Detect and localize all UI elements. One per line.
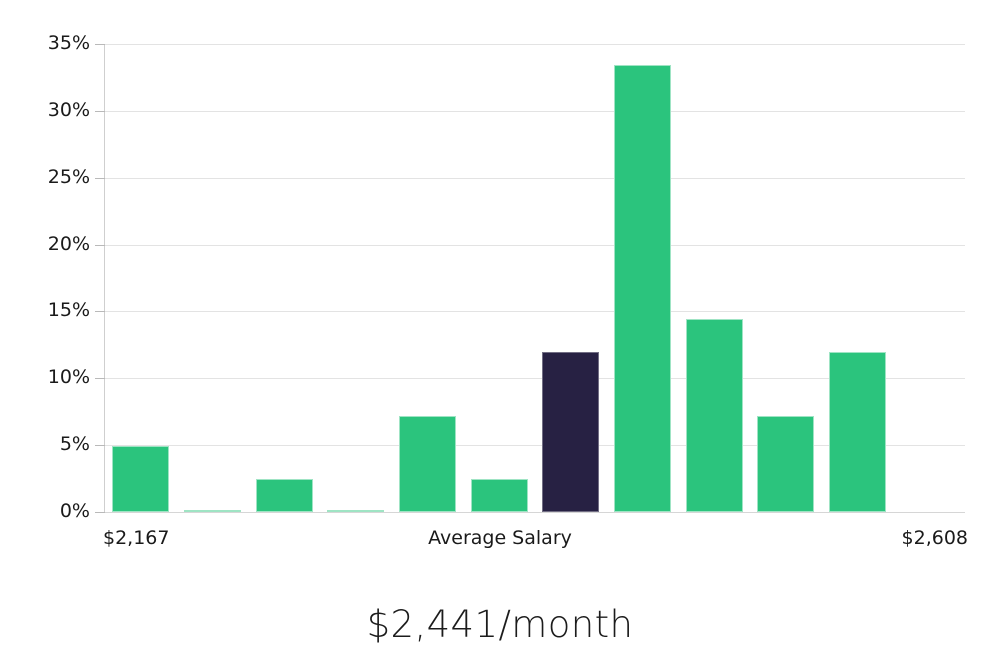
y-axis-tick-label: 15%: [47, 299, 90, 322]
bar[interactable]: [613, 65, 672, 512]
bar[interactable]: [828, 351, 887, 512]
y-axis-tick-label: 5%: [59, 433, 90, 456]
y-axis-tick-label: 10%: [47, 366, 90, 389]
y-axis-tick-label: 0%: [59, 500, 90, 522]
gridline: [105, 512, 965, 513]
y-axis-tick: [95, 110, 105, 112]
bar[interactable]: [398, 415, 457, 512]
x-axis-max-label: $2,608: [901, 527, 968, 549]
bar[interactable]: [327, 510, 385, 512]
y-axis-tick-label: 35%: [47, 32, 90, 54]
bar[interactable]: [255, 478, 313, 512]
y-axis-tick: [95, 378, 105, 380]
bar[interactable]: [470, 478, 528, 512]
bar[interactable]: [685, 319, 743, 512]
y-axis-tick: [95, 445, 105, 447]
bar-series: [105, 44, 965, 512]
x-axis-title: Average Salary: [428, 527, 572, 549]
y-axis-tick: [95, 44, 105, 45]
bar[interactable]: [542, 351, 600, 512]
x-axis-min-label: $2,167: [103, 527, 170, 549]
bar[interactable]: [183, 510, 242, 512]
y-axis-tick-label: 30%: [47, 98, 90, 121]
plot-area: [105, 44, 965, 513]
bar[interactable]: [112, 446, 170, 512]
footer-average-salary: $2,441/month: [366, 603, 634, 646]
y-axis-tick: [95, 177, 105, 179]
y-axis-tick: [95, 311, 105, 313]
y-axis-tick-label: 25%: [47, 165, 90, 188]
y-axis-spine: [104, 44, 105, 513]
y-axis-tick: [95, 244, 105, 246]
y-axis-tick-label: 20%: [47, 232, 90, 255]
bar[interactable]: [757, 415, 815, 512]
y-axis-tick: [95, 512, 105, 513]
